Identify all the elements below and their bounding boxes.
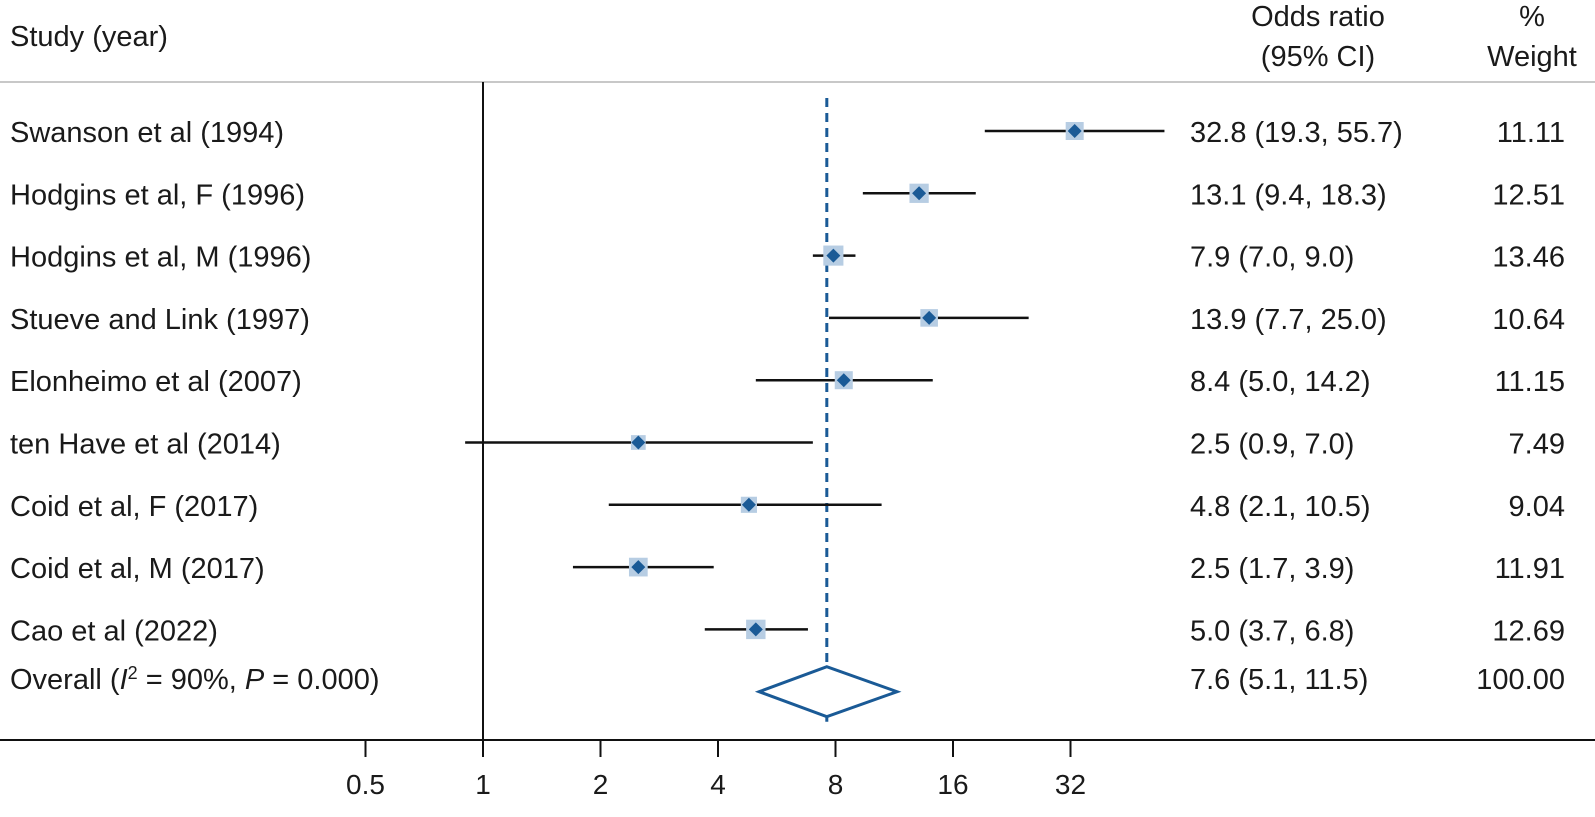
study-point-estimate (912, 186, 927, 201)
study-weight-text: 9.04 (1509, 491, 1565, 523)
x-axis-ticks: 0.5 1 2 4 8 16 32 (346, 740, 1086, 800)
study-weight-text: 12.51 (1492, 179, 1565, 211)
study-label: ten Have et al (2014) (10, 429, 281, 461)
study-weight-text: 11.11 (1497, 117, 1565, 149)
x-tick-label: 0.5 (346, 769, 385, 800)
study-weight-text: 11.91 (1495, 553, 1565, 585)
study-weight-text: 10.64 (1492, 304, 1565, 336)
study-weight-text: 13.46 (1492, 242, 1565, 274)
study-ci-text: 7.9 (7.0, 9.0) (1190, 242, 1354, 274)
header-study: Study (year) (10, 21, 168, 53)
study-rows: Swanson et al (1994) 32.8 (19.3, 55.7) 11.… (10, 117, 1565, 647)
header-weight: Weight (1487, 41, 1577, 73)
study-weight-text: 12.69 (1492, 615, 1565, 647)
study-point-estimate (631, 435, 646, 450)
x-tick-label: 16 (937, 769, 968, 800)
overall-label: Overall (I2 = 90%, P = 0.000) (10, 663, 380, 696)
study-label: Stueve and Link (1997) (10, 304, 310, 336)
x-tick-label: 2 (593, 769, 609, 800)
study-label: Elonheimo et al (2007) (10, 366, 302, 398)
study-label: Cao et al (2022) (10, 615, 218, 647)
study-point-estimate (836, 373, 851, 388)
overall-diamond (754, 665, 902, 719)
study-weight-text: 11.15 (1495, 366, 1565, 398)
x-tick-label: 8 (828, 769, 844, 800)
x-tick-label: 32 (1055, 769, 1086, 800)
study-point-estimate (922, 310, 937, 325)
study-point-estimate (826, 248, 841, 263)
study-point-estimate (631, 560, 646, 575)
study-ci-text: 5.0 (3.7, 6.8) (1190, 615, 1354, 647)
study-point-estimate (1067, 124, 1082, 138)
x-tick-label: 4 (710, 769, 726, 800)
study-ci-text: 13.1 (9.4, 18.3) (1190, 179, 1387, 211)
study-ci-text: 8.4 (5.0, 14.2) (1190, 366, 1371, 398)
study-label: Hodgins et al, M (1996) (10, 242, 311, 274)
header-odds-ratio: Odds ratio (1251, 1, 1385, 33)
study-ci-text: 2.5 (0.9, 7.0) (1190, 429, 1354, 461)
overall-weight-text: 100.00 (1476, 664, 1565, 696)
study-ci-text: 4.8 (2.1, 10.5) (1190, 491, 1371, 523)
study-label: Coid et al, F (2017) (10, 491, 258, 523)
study-label: Hodgins et al, F (1996) (10, 179, 305, 211)
overall-row: Overall (I2 = 90%, P = 0.000) 7.6 (5.1, … (10, 663, 1565, 696)
study-label: Swanson et al (1994) (10, 117, 284, 149)
x-tick-label: 1 (475, 769, 491, 800)
study-label: Coid et al, M (2017) (10, 553, 265, 585)
overall-ci-text: 7.6 (5.1, 11.5) (1190, 664, 1368, 696)
study-point-estimate (741, 497, 756, 512)
header-ci: (95% CI) (1261, 41, 1375, 73)
study-point-estimate (748, 622, 763, 637)
header-percent: % (1519, 1, 1545, 33)
study-ci-text: 32.8 (19.3, 55.7) (1190, 117, 1403, 149)
study-ci-text: 13.9 (7.7, 25.0) (1190, 304, 1387, 336)
study-ci-text: 2.5 (1.7, 3.9) (1190, 553, 1354, 585)
plot-marks (465, 82, 1165, 740)
study-weight-text: 7.49 (1509, 429, 1565, 461)
